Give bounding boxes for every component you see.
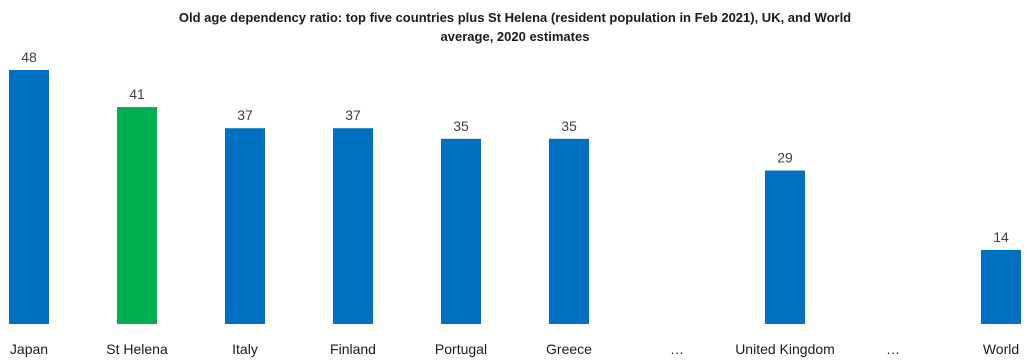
bar-italy bbox=[225, 128, 265, 324]
bar-finland bbox=[333, 128, 373, 324]
data-label: 29 bbox=[777, 150, 793, 166]
category-label: St Helena bbox=[106, 341, 168, 357]
chart-title: Old age dependency ratio: top five count… bbox=[0, 8, 1030, 46]
category-label: Japan bbox=[10, 341, 48, 357]
category-label: United Kingdom bbox=[735, 341, 835, 357]
bar-united-kingdom bbox=[765, 170, 805, 324]
category-label: Italy bbox=[232, 341, 258, 357]
bar-portugal bbox=[441, 138, 481, 324]
category-label: … bbox=[670, 341, 684, 357]
bar-greece bbox=[549, 138, 589, 324]
data-label: 41 bbox=[129, 86, 145, 102]
data-label: 48 bbox=[21, 49, 37, 65]
data-label: 14 bbox=[993, 229, 1009, 245]
bar-world bbox=[981, 249, 1021, 324]
bar-japan bbox=[9, 70, 49, 324]
chart-title-line-2: average, 2020 estimates bbox=[440, 29, 590, 44]
chart-title-line-1: Old age dependency ratio: top five count… bbox=[178, 10, 852, 25]
data-label: 35 bbox=[561, 118, 577, 134]
data-label: 35 bbox=[453, 118, 469, 134]
category-label: Greece bbox=[546, 341, 592, 357]
bar-st-helena bbox=[117, 107, 157, 325]
data-label: 37 bbox=[237, 107, 253, 123]
category-label: World bbox=[983, 341, 1019, 357]
category-label: Portugal bbox=[435, 341, 487, 357]
category-label: … bbox=[886, 341, 900, 357]
category-label: Finland bbox=[330, 341, 376, 357]
data-label: 37 bbox=[345, 107, 361, 123]
